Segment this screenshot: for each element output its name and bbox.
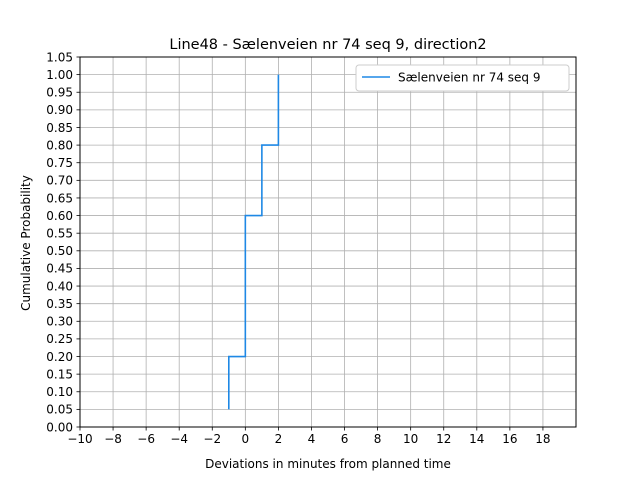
x-tick-label: 12 xyxy=(436,432,451,446)
y-tick-label: 0.60 xyxy=(46,209,73,223)
y-tick-label: 0.45 xyxy=(46,262,73,276)
x-tick-label: 16 xyxy=(502,432,517,446)
x-tick-label: 4 xyxy=(308,432,316,446)
series-layer xyxy=(228,74,280,410)
x-tick-label: −2 xyxy=(203,432,221,446)
x-tick-label: 6 xyxy=(341,432,349,446)
y-tick-label: 0.15 xyxy=(46,367,73,381)
y-axis-label: Cumulative Probability xyxy=(19,175,33,311)
y-tick-label: 0.35 xyxy=(46,297,73,311)
axes-frame xyxy=(79,56,577,428)
x-tick-label: −10 xyxy=(67,432,92,446)
y-tick-label: 0.70 xyxy=(46,174,73,188)
legend: Sælenveien nr 74 seq 9 xyxy=(355,64,570,92)
y-tick-label: 0.10 xyxy=(46,385,73,399)
y-tick-label: 0.20 xyxy=(46,350,73,364)
x-tick-label: 0 xyxy=(242,432,250,446)
y-tick-label: 0.75 xyxy=(46,156,73,170)
x-tick-label: 10 xyxy=(403,432,418,446)
x-axis-label: Deviations in minutes from planned time xyxy=(205,457,451,471)
y-tick-label: 1.00 xyxy=(46,68,73,82)
y-tick-label: 0.30 xyxy=(46,315,73,329)
x-tick-label: 8 xyxy=(374,432,382,446)
y-tick-label: 1.05 xyxy=(46,50,73,64)
x-tick-label: −4 xyxy=(170,432,188,446)
y-tick-label: 0.05 xyxy=(46,403,73,417)
x-tick-label: −8 xyxy=(104,432,122,446)
y-tick-label: 0.50 xyxy=(46,244,73,258)
y-tick-label: 0.25 xyxy=(46,332,73,346)
y-tick-label: 0.65 xyxy=(46,191,73,205)
series-line xyxy=(228,74,280,410)
y-tick-label: 0.40 xyxy=(46,279,73,293)
y-tick-label: 0.90 xyxy=(46,103,73,117)
y-tick-label: 0.80 xyxy=(46,138,73,152)
x-tick-label: 14 xyxy=(469,432,484,446)
legend-box xyxy=(355,64,570,92)
x-tick-label: 2 xyxy=(275,432,283,446)
y-tick-label: 0.85 xyxy=(46,121,73,135)
y-axis-ticks: 0.00 0.05 0.10 0.15 0.20 0.25 0.30 0.35 0.40 0.45… xyxy=(46,50,80,434)
y-tick-label: 0.55 xyxy=(46,226,73,240)
x-tick-label: 18 xyxy=(535,432,550,446)
chart-title: Line48 - Sælenveien nr 74 seq 9, directi… xyxy=(169,37,486,53)
x-axis-ticks: −10 −8 −6 −4 −2 0 2 4 6 8 10 12 14 16 18 xyxy=(67,427,551,446)
legend-entry-label: Sælenveien nr 74 seq 9 xyxy=(398,71,540,85)
y-tick-label: 0.00 xyxy=(46,420,73,434)
y-tick-label: 0.95 xyxy=(46,86,73,100)
x-tick-label: −6 xyxy=(137,432,155,446)
